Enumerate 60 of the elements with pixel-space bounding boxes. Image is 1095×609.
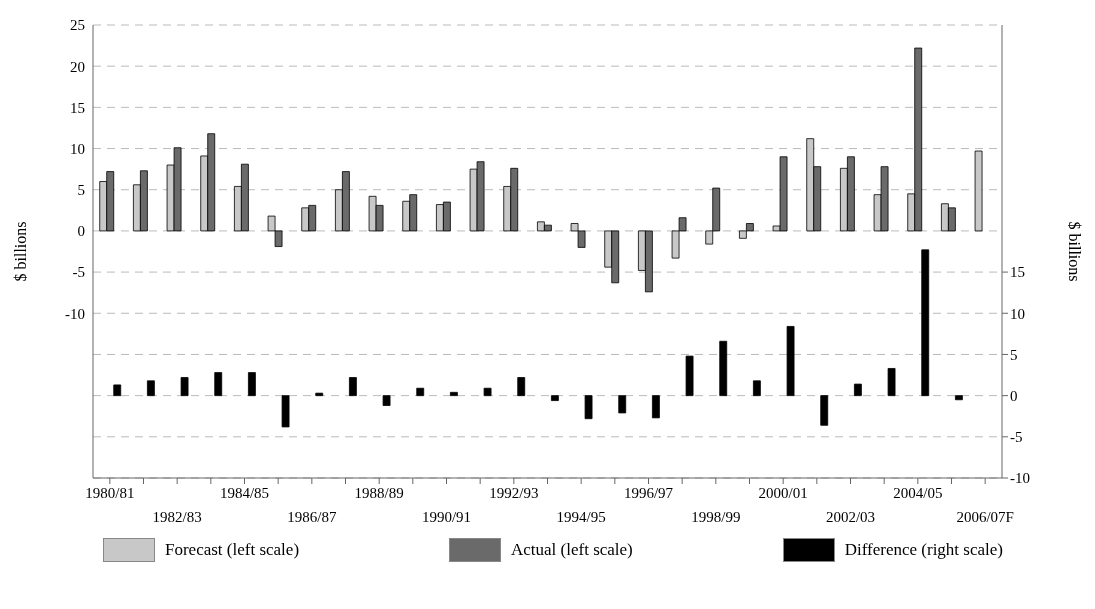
bar — [652, 395, 660, 419]
bar — [955, 395, 963, 401]
y2-tick-label: 10 — [1010, 305, 1025, 322]
bar — [921, 249, 930, 397]
y2-axis-title: $ billions — [1066, 221, 1084, 282]
bar — [517, 377, 526, 397]
x-tick-label: 1986/87 — [287, 509, 337, 525]
x-tick-label: 2004/05 — [893, 485, 943, 501]
bar — [974, 150, 983, 232]
y-tick-label: 15 — [70, 99, 85, 116]
y-tick-label: 10 — [70, 140, 85, 157]
y-tick-label: 20 — [70, 58, 85, 75]
bar — [483, 387, 492, 397]
bar — [551, 395, 559, 401]
y-tick-label: -10 — [65, 305, 85, 322]
x-tick-label: 1992/93 — [489, 485, 539, 501]
x-tick-label: 1982/83 — [152, 509, 202, 525]
bar — [786, 326, 795, 397]
y2-tick-label: -5 — [1010, 429, 1023, 446]
y-tick-label: -5 — [72, 264, 85, 281]
bar — [382, 395, 391, 406]
bar — [584, 395, 593, 420]
y2-tick-label: 15 — [1010, 264, 1025, 281]
x-tick-label: 1998/99 — [691, 509, 741, 525]
x-tick-label: 2000/01 — [758, 485, 808, 501]
bar — [113, 384, 122, 397]
legend-label: Forecast (left scale) — [165, 540, 300, 560]
bar — [820, 395, 829, 426]
bar — [147, 380, 155, 397]
bar — [450, 391, 458, 397]
x-tick-label: 2006/07F — [956, 509, 1014, 525]
x-tick-label: 1996/97 — [623, 485, 674, 501]
bar — [214, 372, 223, 397]
y-tick-label: 5 — [77, 182, 85, 199]
legend-label: Actual (left scale) — [511, 540, 633, 560]
bar — [281, 395, 290, 428]
y-axis-title: $ billions — [11, 221, 29, 282]
bar — [180, 377, 189, 397]
bar — [854, 383, 862, 397]
bar — [349, 377, 357, 397]
bar — [248, 372, 256, 397]
x-tick-label: 1990/91 — [421, 509, 472, 525]
bar — [887, 368, 896, 397]
y2-tick-label: 5 — [1010, 346, 1018, 363]
bar — [315, 392, 324, 397]
bar — [753, 380, 761, 397]
y2-tick-label: 0 — [1010, 387, 1018, 404]
x-tick-label: 1984/85 — [219, 485, 270, 501]
bar — [416, 387, 425, 397]
bar — [685, 355, 694, 397]
bar — [618, 395, 627, 414]
x-tick-label: 2002/03 — [825, 509, 876, 525]
y2-tick-label: -10 — [1010, 470, 1030, 487]
bar — [719, 340, 728, 397]
x-tick-label: 1988/89 — [354, 485, 404, 501]
legend-label: Difference (right scale) — [844, 540, 1003, 560]
x-tick-label: 1980/81 — [85, 485, 135, 501]
y-tick-label: 25 — [70, 17, 85, 34]
x-tick-label: 1994/95 — [556, 509, 606, 525]
y-tick-label: 0 — [77, 223, 85, 240]
